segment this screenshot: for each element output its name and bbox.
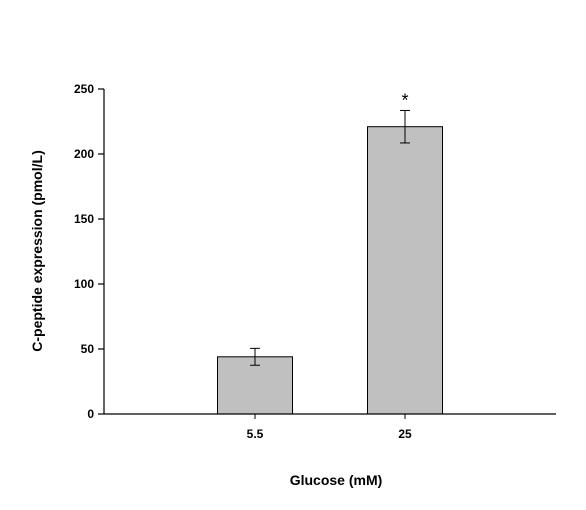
x-axis-title: Glucose (mM) (290, 472, 383, 488)
y-tick-label: 200 (74, 147, 94, 161)
y-tick-label: 0 (87, 407, 94, 421)
y-tick-label: 150 (74, 212, 94, 226)
bars-layer: * (217, 90, 443, 415)
y-axis-title: C-peptide expression (pmol/L) (29, 150, 45, 351)
y-tick-label: 250 (74, 82, 94, 96)
bar-5_5 (217, 356, 293, 415)
y-tick-label: 100 (74, 277, 94, 291)
x-tick-label: 25 (398, 427, 412, 441)
bar-25 (367, 126, 443, 415)
significance-marker: * (401, 90, 408, 110)
y-tick-label: 50 (81, 342, 95, 356)
x-tick-label: 5.5 (247, 427, 264, 441)
